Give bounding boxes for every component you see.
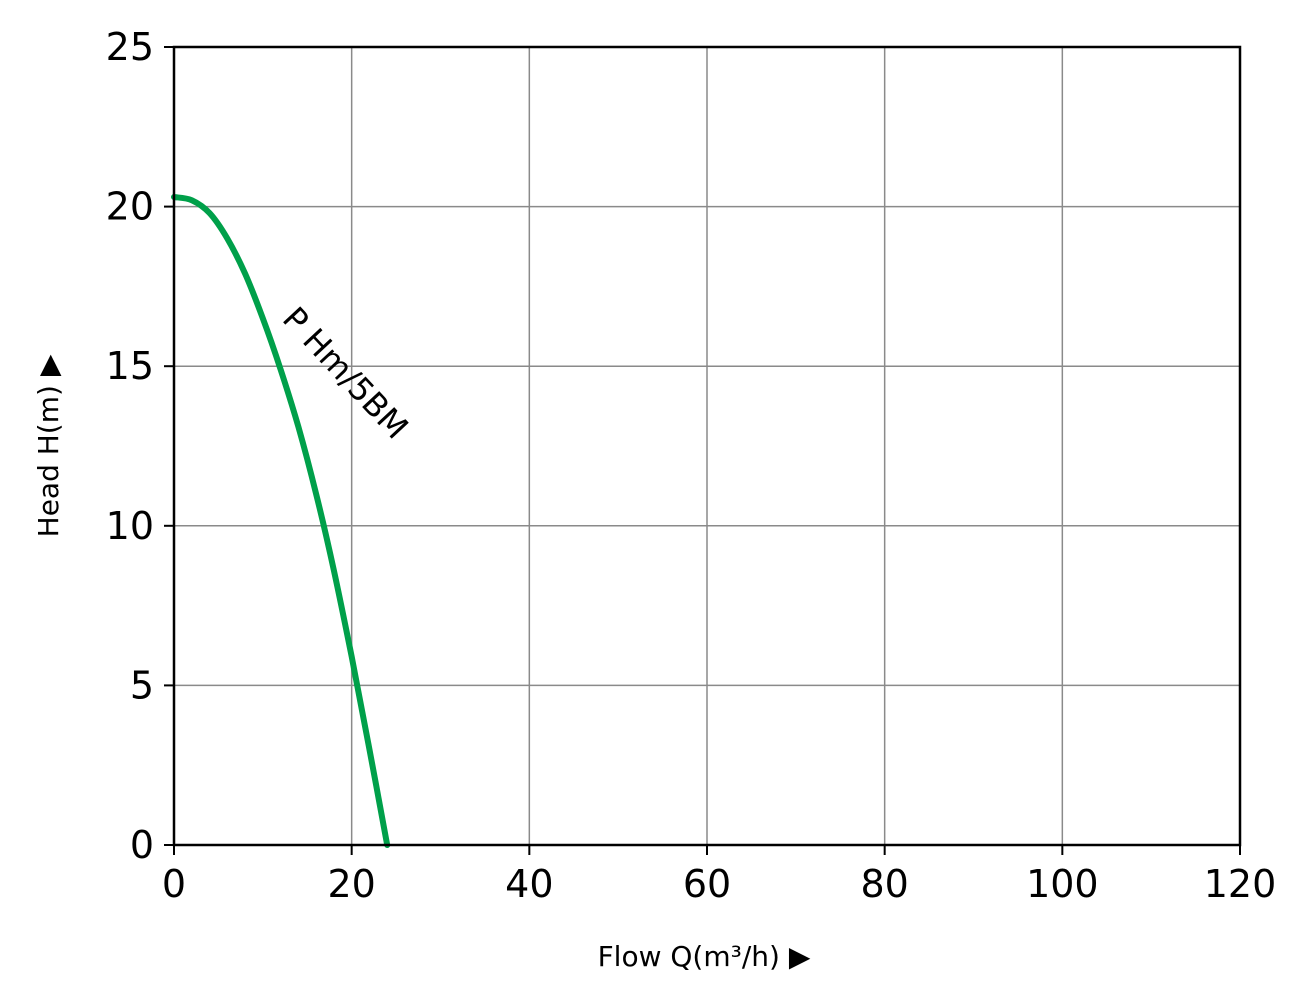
x-tick-label: 120 [1204, 862, 1277, 906]
series-line [171, 194, 391, 848]
y-tick-label: 20 [106, 185, 154, 229]
x-tick-label: 60 [683, 862, 731, 906]
series-layer [171, 194, 391, 848]
x-tick-label: 20 [327, 862, 375, 906]
x-tick-label: 0 [162, 862, 186, 906]
x-tick-label: 100 [1026, 862, 1099, 906]
x-tick-label: 80 [860, 862, 908, 906]
y-tick-label: 15 [106, 344, 154, 388]
x-tick-label: 40 [505, 862, 553, 906]
y-tick-label: 10 [106, 504, 154, 548]
y-tick-label: 0 [130, 823, 154, 867]
y-tick-label: 25 [106, 25, 154, 69]
y-tick-label: 5 [130, 663, 154, 707]
axis-ticks: 0 20 40 60 80 100 120 0 5 10 15 20 25 [106, 25, 1277, 906]
y-axis-label: Head H(m) ▶ [32, 354, 65, 537]
grid [174, 47, 1240, 845]
x-axis-label: Flow Q(m³/h) ▶ [598, 940, 811, 973]
